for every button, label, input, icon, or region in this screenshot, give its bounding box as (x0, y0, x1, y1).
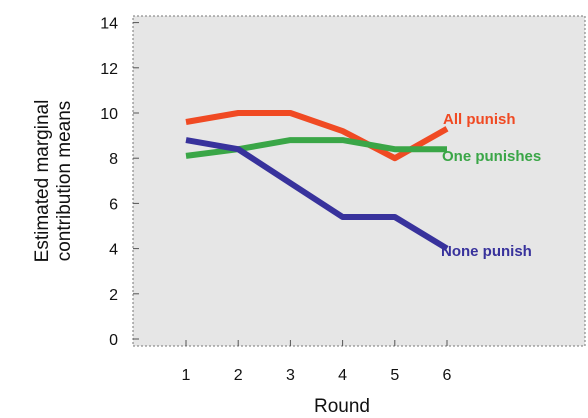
series-labels: All punish One punishes None punish (441, 111, 541, 260)
plot-area (132, 15, 586, 347)
x-tick-label: 2 (234, 367, 243, 384)
y-tick-label: 10 (100, 106, 118, 123)
y-axis-title-line-1: Estimated marginal (32, 100, 53, 263)
x-axis-title: Round (314, 396, 370, 417)
y-tick-label: 6 (109, 196, 118, 213)
x-tick-label: 3 (286, 367, 295, 384)
y-tick-label: 14 (100, 16, 118, 33)
x-axis-ticks: 1 2 3 4 5 6 (182, 340, 452, 384)
series-line-none-punish (185, 137, 449, 252)
x-tick-label: 6 (443, 367, 452, 384)
series-label-one-punishes: One punishes (442, 148, 541, 165)
y-tick-label: 12 (100, 61, 118, 78)
y-tick-label: 4 (109, 242, 118, 259)
series-label-all-punish: All punish (443, 111, 516, 128)
x-tick-label: 1 (182, 367, 191, 384)
x-tick-label: 4 (338, 367, 347, 384)
series-lines (185, 110, 449, 252)
series-line-all-punish (185, 110, 449, 162)
x-tick-label: 5 (390, 367, 399, 384)
y-axis-ticks: 0 2 4 6 8 10 12 14 (100, 16, 139, 349)
y-tick-label: 8 (109, 151, 118, 168)
y-tick-label: 2 (109, 287, 118, 304)
y-axis-title-line-2: contribution means (54, 101, 75, 262)
series-label-none-punish: None punish (441, 243, 532, 260)
y-tick-label: 0 (109, 332, 118, 349)
